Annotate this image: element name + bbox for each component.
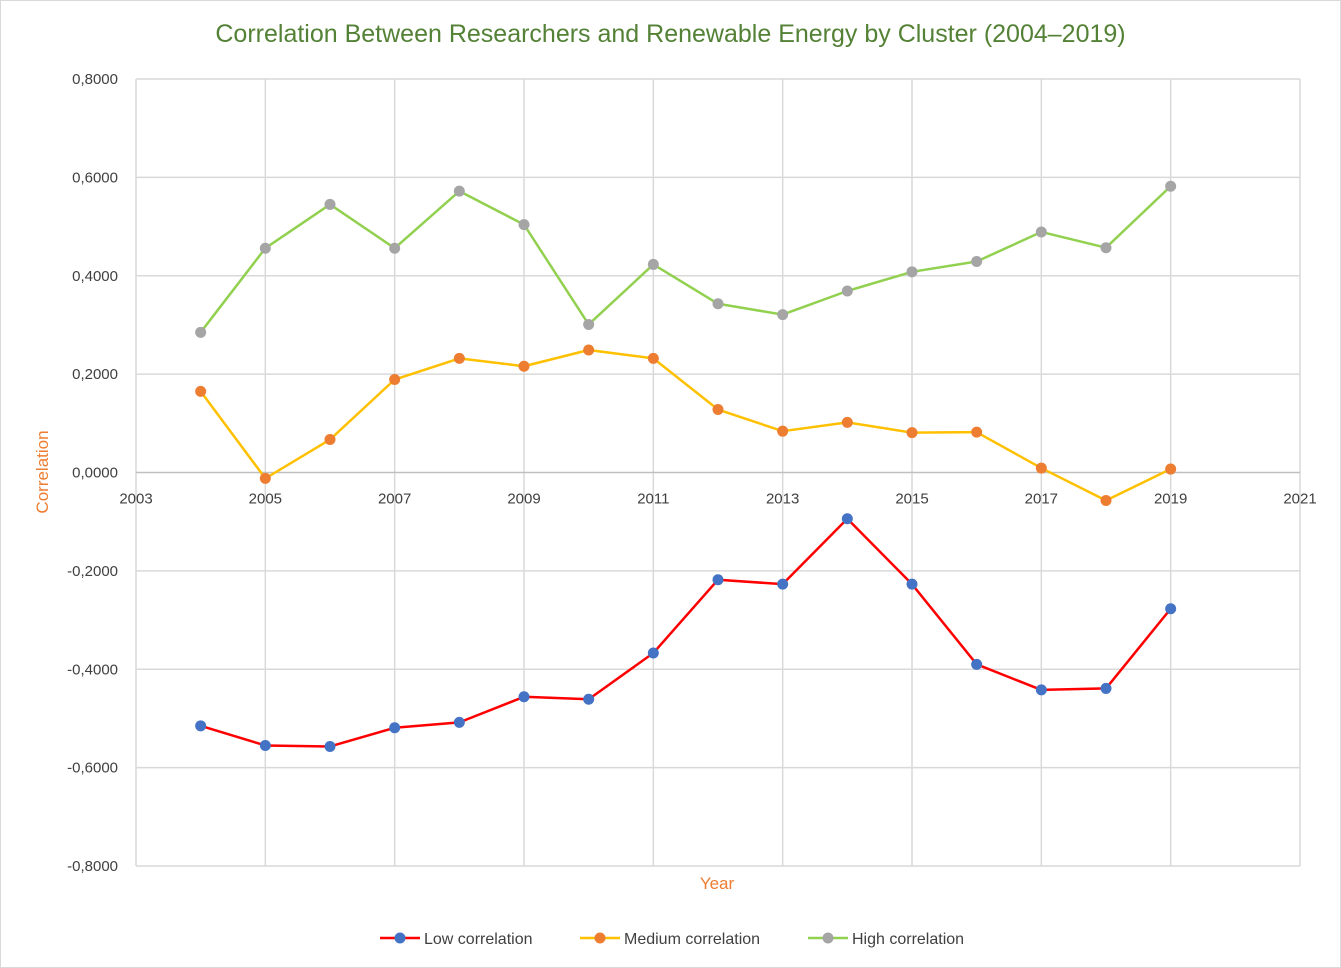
legend-item: High correlation [808,931,964,948]
legend-label: High correlation [852,931,964,948]
data-point [841,513,853,525]
x-tick-label: 2021 [1283,491,1316,508]
series-medium-correlation [195,344,1177,507]
y-tick-label: -0,8000 [67,858,118,875]
data-point [647,352,659,364]
y-tick-label: 0,2000 [72,366,118,383]
data-point [1100,682,1112,694]
data-point [1035,226,1047,238]
data-point [1035,684,1047,696]
chart-title: Correlation Between Researchers and Rene… [215,20,1126,48]
legend-item: Medium correlation [580,931,760,948]
data-point [518,360,530,372]
legend-label: Low correlation [424,931,533,948]
data-point [971,658,983,670]
series-high-correlation [195,180,1177,338]
data-point [195,385,207,397]
series-line [199,348,1172,502]
x-tick-label: 2017 [1025,491,1058,508]
data-point [583,318,595,330]
legend-label: Medium correlation [624,931,760,948]
x-tick-label: 2009 [507,491,540,508]
data-point [195,720,207,732]
y-tick-label: 0,4000 [72,268,118,285]
data-point [971,255,983,267]
data-point [906,266,918,278]
data-point [1165,463,1177,475]
data-point [259,739,271,751]
data-point [583,693,595,705]
data-point [324,434,336,446]
y-tick-label: 0,0000 [72,465,118,482]
data-point [712,404,724,416]
legend-marker [394,932,406,944]
data-point [195,326,207,338]
series-line [199,185,1172,334]
legend-item: Low correlation [380,931,533,948]
x-tick-label: 2011 [637,491,669,508]
data-point [647,647,659,659]
x-tick-label: 2015 [895,491,928,508]
data-point [647,258,659,270]
data-point [841,285,853,297]
series-lines [195,180,1177,752]
data-point [712,574,724,586]
data-point [906,578,918,590]
y-axis-title: Correlation [33,430,52,513]
data-point [583,344,595,356]
series-low-correlation [195,513,1177,752]
data-point [777,425,789,437]
x-tick-label: 2013 [766,491,799,508]
data-point [324,198,336,210]
data-point [777,309,789,321]
data-point [777,578,789,590]
data-point [1035,462,1047,474]
data-point [324,740,336,752]
y-tick-label: 0,8000 [72,71,118,88]
data-point [1100,495,1112,507]
data-point [453,185,465,197]
tick-labels: -0,8000 -0,6000 -0,4000 -0,2000 0,0000 0,2000… [67,71,1317,875]
data-point [1165,603,1177,615]
x-tick-label: 2005 [249,491,282,508]
y-tick-label: -0,2000 [67,563,118,580]
series-line [200,517,1172,748]
y-tick-label: -0,4000 [67,661,118,678]
data-point [1100,242,1112,254]
data-point [518,691,530,703]
data-point [259,472,271,484]
data-point [518,219,530,231]
x-axis-title: Year [700,874,735,893]
data-point [1165,180,1177,192]
data-point [841,416,853,428]
data-point [453,716,465,728]
data-point [971,426,983,438]
x-tick-label: 2003 [119,491,152,508]
legend-marker [822,932,834,944]
y-tick-label: 0,6000 [72,169,118,186]
data-point [259,242,271,254]
x-tick-label: 2019 [1154,491,1187,508]
data-point [389,242,401,254]
data-point [906,427,918,439]
data-point [389,722,401,734]
x-tick-label: 2007 [378,491,411,508]
y-tick-label: -0,6000 [67,760,118,777]
data-point [712,298,724,310]
legend-marker [594,932,606,944]
legend: Low correlation Medium correlation High co… [380,931,964,948]
data-point [453,352,465,364]
data-point [389,374,401,386]
